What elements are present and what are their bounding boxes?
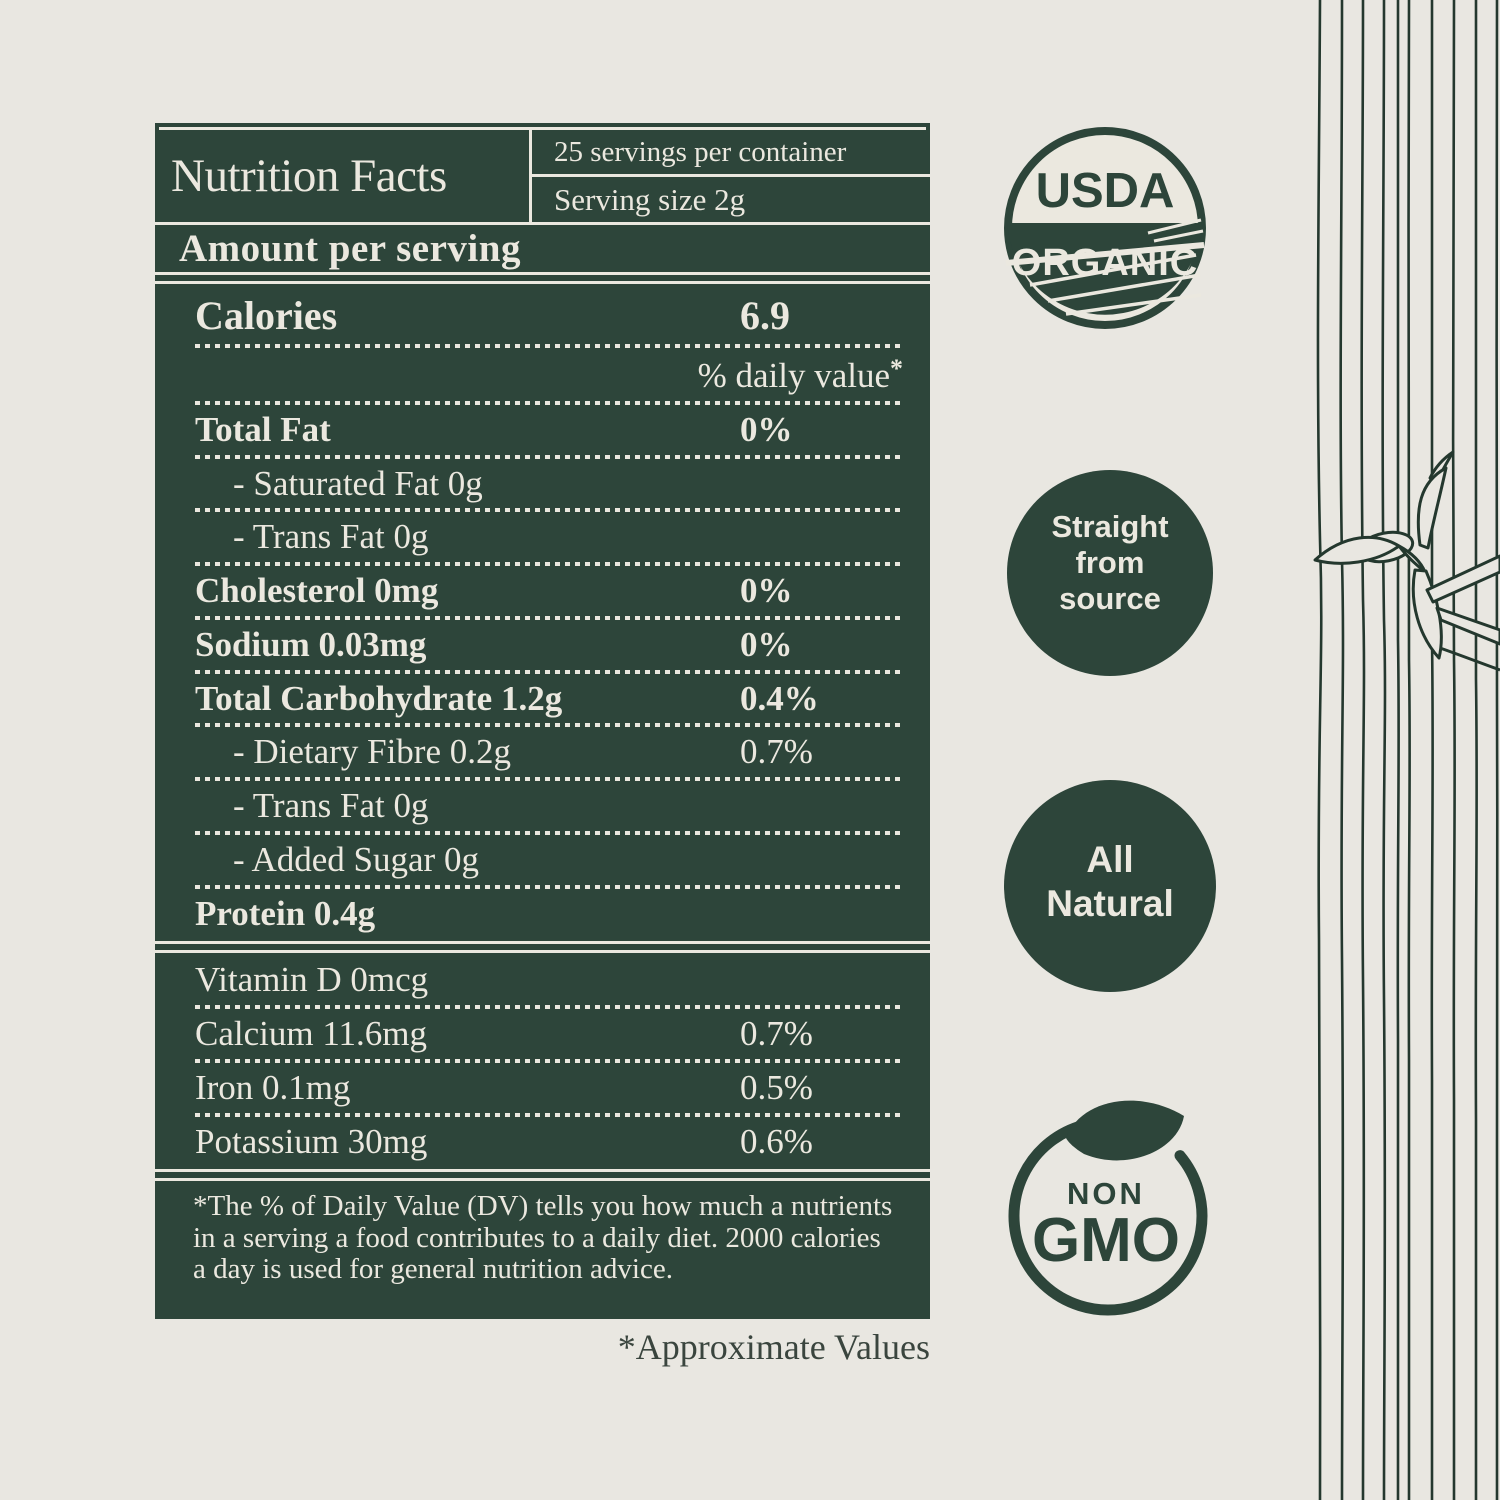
badge-natural-line1: All (1086, 839, 1134, 881)
nutrient-row: Cholesterol 0mg 0% (195, 567, 905, 615)
vitamins-section: Vitamin D 0mcg Calcium 11.6mg 0.7% Iron … (155, 953, 930, 1169)
non-gmo-arc (1008, 1119, 1208, 1316)
daily-value-footnote: *The % of Daily Value (DV) tells you how… (193, 1190, 893, 1285)
leaf-icon (1066, 1100, 1184, 1161)
dotted-divider (195, 723, 905, 728)
nutrient-label: - Trans Fat 0g (233, 786, 429, 825)
straight-from-source-badge: Straight from source (1007, 470, 1213, 676)
dotted-divider (195, 884, 905, 889)
vitamin-value: 0.6% (740, 1121, 813, 1161)
nutrient-label: Protein 0.4g (195, 893, 376, 933)
calories-value: 6.9 (740, 293, 790, 338)
nutrient-label: - Added Sugar 0g (233, 839, 479, 879)
nutrient-row: Total Fat 0% (195, 406, 905, 454)
panel-top-rule (159, 127, 926, 130)
dotted-divider (195, 562, 905, 566)
badge-source-line2: from (1075, 545, 1145, 581)
nutrient-row: - Dietary Fibre 0.2g 0.7% (195, 728, 905, 776)
nutrient-row: - Trans Fat 0g (195, 782, 905, 830)
section-rule (155, 941, 930, 954)
nutrient-label: Sodium 0.03mg (195, 624, 427, 664)
bamboo-leaves (1313, 450, 1500, 672)
nutrient-row: Total Carbohydrate 1.2g 0.4% (195, 675, 905, 723)
dotted-divider (195, 830, 905, 835)
bamboo-illustration (1313, 0, 1500, 1500)
vitamin-row: Potassium 30mg 0.6% (195, 1118, 905, 1166)
nutrient-value: 0% (740, 409, 793, 449)
dotted-divider (195, 1058, 905, 1063)
vitamin-row: Iron 0.1mg 0.5% (195, 1064, 905, 1112)
nutrient-value: 0% (740, 624, 793, 664)
nutrition-facts-panel: Nutrition Facts 25 servings per containe… (155, 123, 930, 1319)
amount-per-serving: Amount per serving (179, 227, 521, 270)
vitamin-label: Calcium 11.6mg (195, 1014, 428, 1053)
dotted-divider (195, 615, 905, 620)
gmo-text: GMO (1032, 1206, 1180, 1275)
section-rule (155, 272, 930, 284)
non-gmo-badge: NON GMO (1008, 1100, 1208, 1316)
calories-label: Calories (195, 293, 338, 338)
nutrient-row: - Trans Fat 0g (195, 513, 905, 561)
nutrient-row: - Added Sugar 0g (195, 836, 905, 884)
vitamin-row: Vitamin D 0mcg (195, 956, 905, 1004)
nutrient-label: Total Fat (195, 409, 331, 449)
dotted-divider (195, 400, 905, 405)
nutrient-label: - Trans Fat 0g (233, 517, 429, 557)
serving-info: 25 servings per container Serving size 2… (532, 130, 930, 222)
daily-value-header-row: % daily value* (195, 349, 905, 400)
vitamin-row: Calcium 11.6mg 0.7% (195, 1010, 905, 1058)
nutrient-label: - Dietary Fibre 0.2g (233, 732, 511, 772)
nutrient-row: Sodium 0.03mg 0% (195, 621, 905, 669)
nutrient-label: - Saturated Fat 0g (233, 463, 483, 503)
approximate-values-note: *Approximate Values (617, 1327, 930, 1367)
usda-text: USDA (1036, 164, 1175, 218)
dotted-divider (195, 669, 905, 674)
nutrient-value: 0.7% (740, 732, 813, 772)
dotted-divider (195, 1112, 905, 1117)
badge-source-line3: source (1059, 580, 1161, 616)
label-header: Nutrition Facts 25 servings per containe… (155, 130, 930, 225)
dotted-divider (195, 454, 905, 459)
non-text: NON (1067, 1176, 1145, 1211)
nutrient-label: Total Carbohydrate 1.2g (195, 678, 563, 718)
serving-size: Serving size 2g (554, 181, 746, 217)
nutrients-section: Calories 6.9 % daily value* Total Fat 0%… (155, 284, 930, 941)
servings-per-container: 25 servings per container (532, 130, 930, 177)
vitamin-label: Vitamin D 0mcg (195, 960, 429, 1000)
all-natural-badge: All Natural (1004, 780, 1216, 992)
nutrient-row: Protein 0.4g (195, 890, 905, 938)
dotted-divider (195, 344, 905, 348)
nutrient-value: 0% (740, 571, 793, 610)
dotted-divider (195, 777, 905, 781)
section-rule (155, 1169, 930, 1182)
calories-row: Calories 6.9 (195, 287, 905, 343)
nutrient-value: 0.4% (740, 678, 819, 718)
dotted-divider (195, 1005, 905, 1009)
vitamin-label: Iron 0.1mg (195, 1067, 351, 1107)
label-title: Nutrition Facts (155, 130, 532, 222)
daily-value-asterisk: * (890, 354, 903, 383)
badge-natural-line2: Natural (1046, 883, 1174, 924)
daily-value-label: % daily value (697, 356, 890, 395)
vitamin-label: Potassium 30mg (195, 1121, 428, 1161)
badge-source-line1: Straight (1051, 509, 1169, 545)
nutrient-label: Cholesterol 0mg (195, 571, 439, 610)
dotted-divider (195, 508, 905, 513)
usda-organic-badge: USDA ORGANIC (1004, 127, 1206, 329)
vitamin-value: 0.5% (740, 1067, 813, 1107)
vitamin-value: 0.7% (740, 1014, 813, 1053)
nutrient-rows: Total Fat 0% - Saturated Fat 0g - Trans … (195, 406, 905, 938)
nutrient-row: - Saturated Fat 0g (195, 460, 905, 508)
